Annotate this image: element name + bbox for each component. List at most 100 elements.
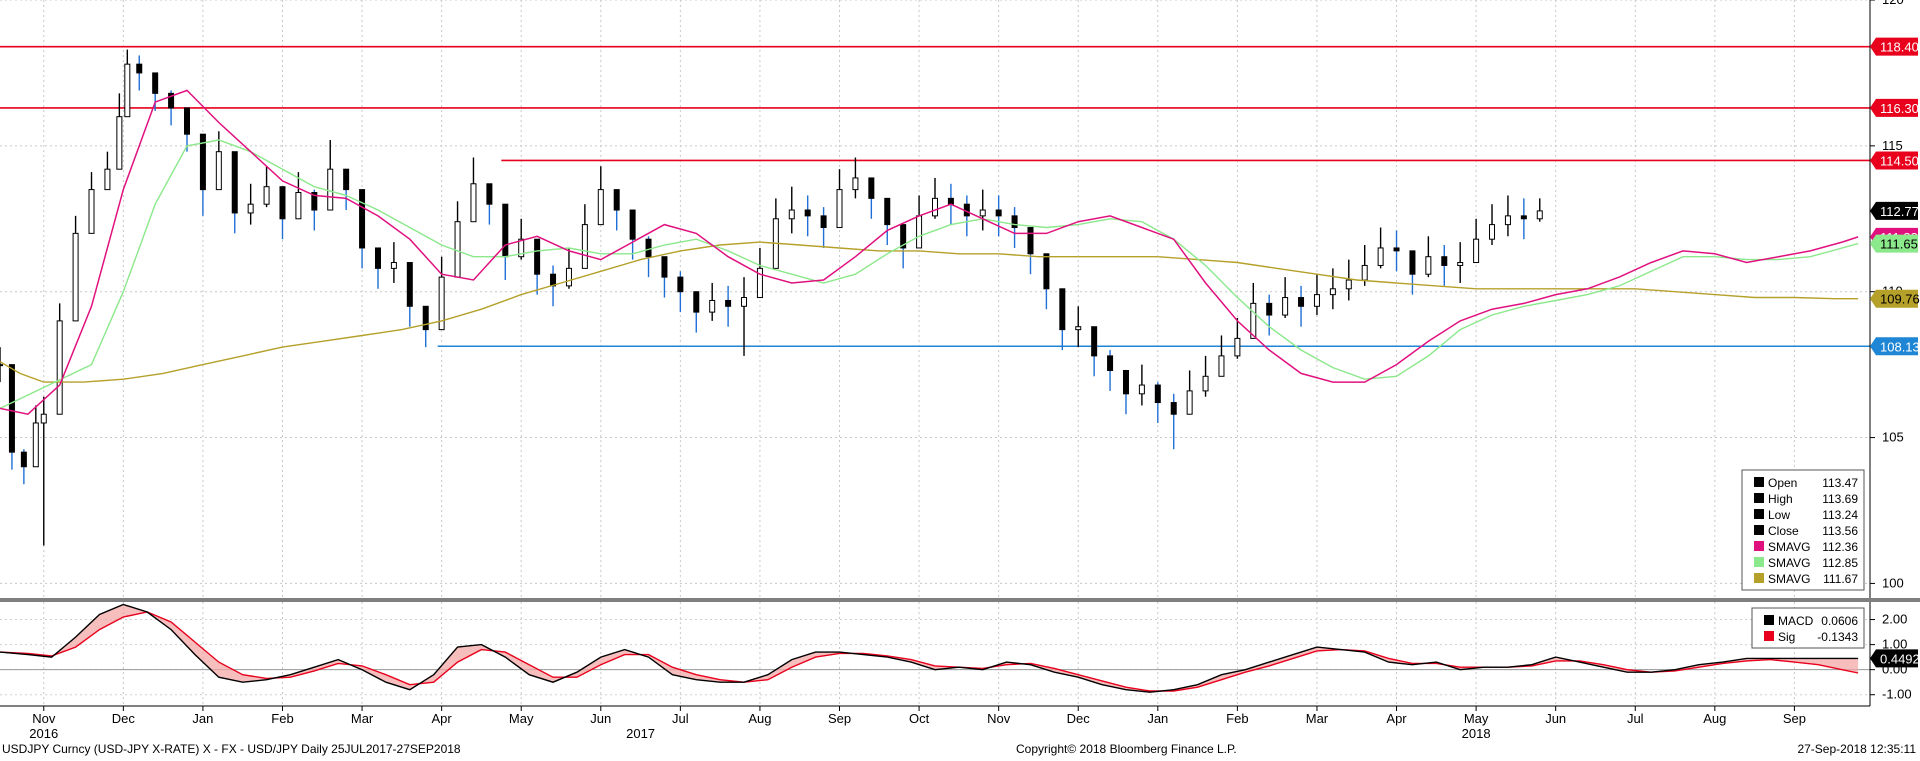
level-tag-bg (1870, 98, 1918, 117)
candle-body (438, 276, 445, 331)
month-label: Dec (1067, 711, 1091, 726)
candle-body (709, 299, 716, 313)
month-label: Jun (1545, 711, 1566, 726)
candle-body (1202, 375, 1209, 392)
candle-body (124, 63, 131, 118)
candle-body (215, 151, 222, 191)
candle-body (661, 256, 668, 278)
candle-body (8, 364, 15, 453)
candle-body (1504, 215, 1511, 226)
price-tick-label: 115 (1882, 138, 1903, 153)
candle-body (868, 177, 875, 199)
legend-value: 0.0606 (1821, 614, 1858, 628)
candle-body (184, 107, 190, 135)
candle-body (20, 451, 27, 468)
legend-swatch (1754, 541, 1764, 551)
sma-mid-line (0, 139, 1859, 410)
candle-body (374, 247, 381, 269)
candle-body (168, 92, 175, 109)
candle-body (756, 267, 763, 299)
candle-body (343, 168, 350, 191)
year-label: 2017 (626, 726, 655, 741)
month-label: Aug (748, 711, 771, 726)
candle-body (1409, 250, 1416, 275)
month-label: Apr (1386, 711, 1407, 726)
candle-body (1313, 294, 1320, 307)
candle-body (470, 183, 477, 223)
candle-body (1122, 369, 1129, 395)
candle-body (916, 215, 923, 249)
candle-body (581, 224, 588, 269)
candle-body (677, 276, 684, 293)
level-tag-bg (1870, 37, 1918, 56)
last-value-tag-bg (1870, 234, 1918, 253)
level-tag-bg (1870, 151, 1918, 170)
candle-body (454, 221, 461, 278)
candle-body (788, 209, 795, 220)
level-tag: 118.40 (1880, 40, 1919, 55)
candle-body (1425, 256, 1432, 275)
level-tag: 108.13 (1880, 339, 1920, 354)
legend-value: -0.1343 (1817, 630, 1858, 644)
month-label: Jul (1627, 711, 1644, 726)
candle-body (1298, 297, 1305, 307)
month-label: Mar (351, 711, 374, 726)
candle-body (1393, 247, 1400, 252)
candle-body (1520, 215, 1527, 220)
year-label: 2016 (29, 726, 58, 741)
macd-tick-label: 1.00 (1882, 637, 1907, 652)
month-label: May (1464, 711, 1489, 726)
candle-body (1059, 288, 1066, 331)
candle-body (534, 238, 541, 275)
candle-body (199, 133, 206, 191)
candles (0, 49, 1543, 546)
month-label: Jul (672, 711, 689, 726)
copyright: Copyright© 2018 Bloomberg Finance L.P. (1016, 742, 1237, 756)
last-value-tag: 109.76 (1880, 292, 1920, 307)
legend-name: SMAVG (1768, 572, 1810, 586)
candle-body (263, 186, 270, 205)
value-tags: 118.40116.30114.50108.13112.77111.88111.… (1870, 37, 1920, 668)
candle-body (979, 209, 986, 217)
month-label: Jun (590, 711, 611, 726)
sma-fast-line (0, 89, 1859, 416)
legend-swatch (1764, 615, 1774, 625)
timestamp: 27-Sep-2018 12:35:11 (1797, 742, 1916, 756)
month-label: Oct (909, 711, 930, 726)
month-label: May (509, 711, 534, 726)
candle-body (1043, 253, 1050, 290)
month-label: Sep (828, 711, 851, 726)
month-label: Nov (32, 711, 56, 726)
candle-body (1170, 402, 1177, 415)
candle-body (390, 262, 397, 269)
candle-body (1473, 238, 1480, 264)
legend-value: 113.24 (1822, 508, 1858, 522)
signal-line (0, 611, 1859, 692)
candle-body (1345, 279, 1352, 290)
macd-tick-label: -1.00 (1882, 687, 1912, 702)
last-value-tag-bg (1870, 289, 1918, 308)
candle-body (422, 305, 429, 331)
legends: Open 113.47 High 113.69 Low 113.24 Close 113.56… (1741, 469, 1865, 649)
legend-swatch (1754, 525, 1764, 535)
panel-separator (0, 598, 1920, 602)
candle-body (152, 72, 159, 94)
candle-body (502, 203, 509, 258)
candle-body (1266, 302, 1273, 316)
candle-body (1441, 256, 1448, 266)
candle-body (725, 299, 732, 307)
candle-body (741, 297, 748, 307)
legend-value: 112.36 (1822, 540, 1858, 554)
candle-body (72, 232, 79, 322)
candle-body (629, 209, 636, 240)
legend-name: Low (1768, 508, 1790, 522)
legend-name: SMAVG (1768, 556, 1810, 570)
candle-body (1011, 215, 1018, 229)
main-grid (0, 0, 1920, 602)
candle-body (327, 168, 334, 211)
candle-body (136, 63, 143, 74)
month-label: Nov (987, 711, 1011, 726)
candle-body (1457, 262, 1464, 266)
macd-panel (0, 602, 1870, 706)
month-label: Feb (1226, 711, 1248, 726)
